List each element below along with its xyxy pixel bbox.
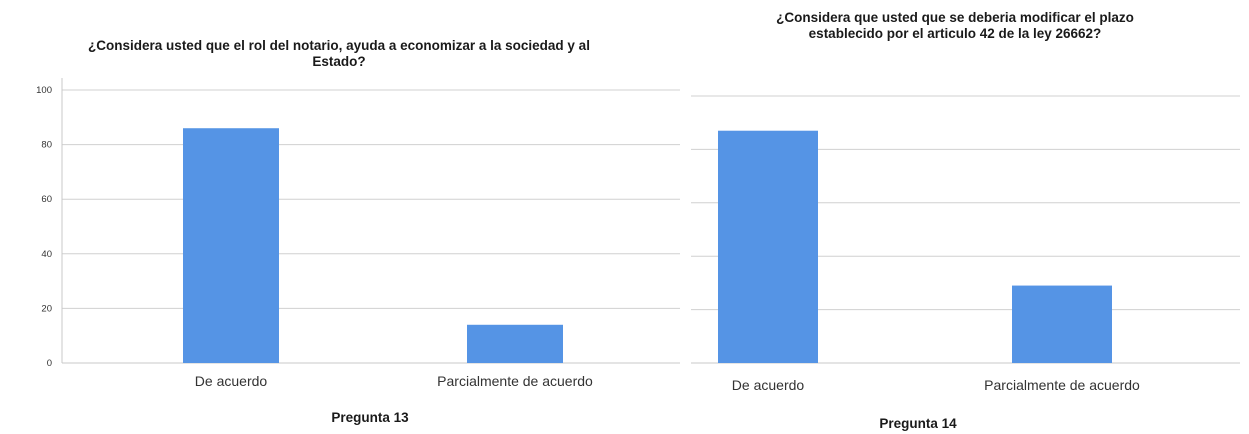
chart1-category-label-de-acuerdo: De acuerdo (195, 373, 268, 389)
chart-pregunta-13: ¿Considera usted que el rol del notario,… (36, 38, 680, 425)
chart1-y-tick-label-60: 60 (41, 194, 52, 205)
chart1-bars (183, 128, 563, 363)
chart2-category-label-de-acuerdo: De acuerdo (732, 377, 805, 393)
chart1-y-tick-label-40: 40 (41, 249, 52, 260)
chart2-bars (718, 130, 1112, 363)
chart2-title-line-2: establecido por el articulo 42 de la ley… (809, 26, 1102, 41)
chart2-x-axis-label: Pregunta 14 (879, 416, 957, 431)
chart1-y-tick-label-80: 80 (41, 140, 52, 151)
chart1-y-ticks: 0 20 40 60 80 100 (36, 85, 52, 369)
chart2-bar-de-acuerdo (718, 130, 818, 363)
chart1-bar-de-acuerdo (183, 128, 279, 363)
chart2-bar-parcialmente-de-acuerdo (1012, 285, 1112, 363)
chart-pregunta-14: ¿Considera que usted que se deberia modi… (691, 10, 1240, 431)
chart2-title-line-1: ¿Considera que usted que se deberia modi… (776, 10, 1134, 25)
chart1-title-line-1: ¿Considera usted que el rol del notario,… (88, 38, 590, 53)
chart1-y-tick-label-20: 20 (41, 303, 52, 314)
chart1-gridlines (61, 78, 680, 364)
chart1-x-axis-label: Pregunta 13 (331, 410, 409, 425)
chart1-category-label-parcialmente: Parcialmente de acuerdo (437, 373, 593, 389)
chart1-y-tick-label-0: 0 (47, 358, 52, 369)
chart1-y-tick-label-100: 100 (36, 85, 52, 96)
chart1-bar-parcialmente-de-acuerdo (467, 324, 563, 363)
chart2-category-label-parcialmente: Parcialmente de acuerdo (984, 377, 1140, 393)
chart1-title-line-2: Estado? (312, 54, 365, 69)
